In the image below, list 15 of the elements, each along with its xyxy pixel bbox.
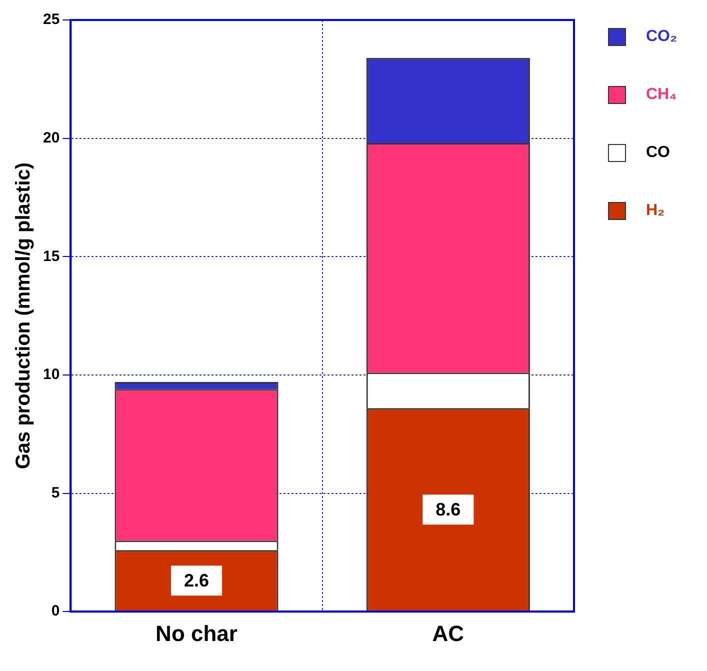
y-tick-label: 5: [51, 484, 60, 502]
x-tick-label: No char: [156, 620, 238, 646]
legend-label: CO₂: [646, 28, 678, 46]
data-label: 2.6: [184, 570, 210, 591]
x-tick-label: AC: [432, 620, 464, 646]
y-tick-label: 25: [42, 11, 60, 28]
y-tick-label: 10: [42, 366, 60, 384]
legend-label: CH₄: [646, 86, 677, 104]
y-axis-title: Gas production (mmol/g plastic): [12, 162, 35, 470]
y-tick-label: 20: [42, 129, 60, 146]
data-label: 8.6: [436, 500, 461, 520]
legend-label: H₂: [646, 202, 665, 220]
y-tick-label: 15: [42, 248, 60, 265]
text: CO: [646, 144, 670, 162]
y-tick-label: 0: [51, 602, 60, 620]
